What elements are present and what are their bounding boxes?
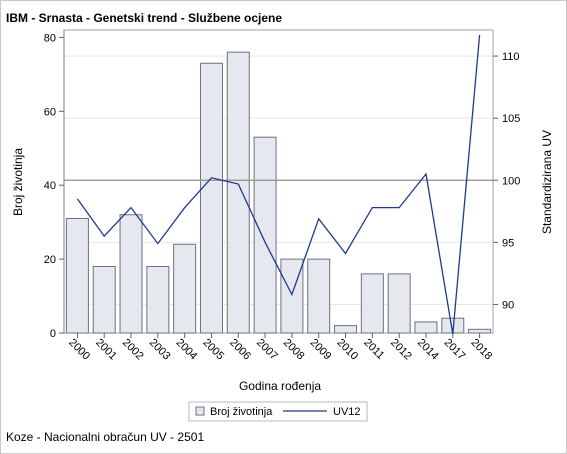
- x-tick-label: 2010: [334, 337, 360, 363]
- chart-title: IBM - Srnasta - Genetski trend - Služben…: [6, 11, 282, 25]
- y-tick-label: 80: [44, 32, 56, 44]
- x-tick-label: 2009: [308, 337, 334, 363]
- bar: [414, 321, 438, 334]
- bar: [65, 217, 89, 334]
- x-tick-label: 2004: [174, 337, 200, 363]
- y2-tick-label: 105: [502, 113, 520, 125]
- bar: [226, 51, 250, 334]
- bar: [199, 62, 223, 334]
- bar: [253, 136, 277, 334]
- bar: [119, 214, 143, 334]
- y-tick-label: 0: [50, 328, 56, 340]
- x-tick-label: 2000: [66, 337, 92, 363]
- x-tick-label: 2005: [200, 337, 226, 363]
- y2-tick-label: 90: [502, 299, 514, 311]
- bar: [387, 273, 411, 334]
- x-tick-label: 2014: [415, 337, 441, 363]
- y2-tick-label: 100: [502, 175, 520, 187]
- plot-area: [63, 29, 494, 335]
- y2-axis-label: Standardizirana UV: [540, 130, 554, 234]
- legend-swatch-bar: [195, 406, 205, 416]
- bar: [280, 258, 304, 334]
- bar-series: [65, 51, 492, 334]
- y-axis-right: 90 95 100 105 110: [493, 51, 520, 311]
- bar: [92, 265, 116, 334]
- y2-tick-label: 95: [502, 237, 514, 249]
- legend-frame: [188, 401, 368, 422]
- bar: [146, 265, 170, 334]
- legend-label-line: UV12: [333, 406, 361, 418]
- uv12-series-line: [76, 34, 481, 335]
- x-tick-label: 2001: [93, 337, 119, 363]
- x-tick-label: 2007: [254, 337, 280, 363]
- x-tick-label: 2002: [120, 337, 146, 363]
- bar: [307, 258, 331, 334]
- x-tick-label: 2006: [227, 337, 253, 363]
- x-tick-label: 2003: [147, 337, 173, 363]
- footnote: Koze - Nacionalni obračun UV - 2501: [6, 430, 204, 444]
- x-tick-label: 2008: [281, 337, 307, 363]
- y-axis-label: Broj životinja: [11, 148, 25, 216]
- x-axis: 2000 2001 2002 2003 2004 2005 2006 2007 2008 2009…: [66, 333, 494, 362]
- bar: [173, 243, 197, 334]
- x-axis-label: Godina rođenja: [239, 379, 321, 393]
- bar: [334, 325, 358, 334]
- x-tick-label: 2018: [468, 337, 494, 363]
- x-tick-label: 2017: [442, 337, 468, 363]
- y2-tick-label: 110: [502, 51, 520, 63]
- y-tick-label: 40: [44, 180, 56, 192]
- x-tick-label: 2012: [388, 337, 414, 363]
- bar: [468, 328, 492, 334]
- x-tick-label: 2011: [361, 337, 386, 362]
- legend-label-bar: Broj životinja: [210, 406, 273, 418]
- y-tick-label: 20: [44, 254, 56, 266]
- y-tick-label: 60: [44, 106, 56, 118]
- y-axis-left: 0 20 40 60 80: [44, 30, 65, 340]
- legend: Broj životinja UV12: [188, 401, 368, 422]
- bar: [360, 273, 384, 334]
